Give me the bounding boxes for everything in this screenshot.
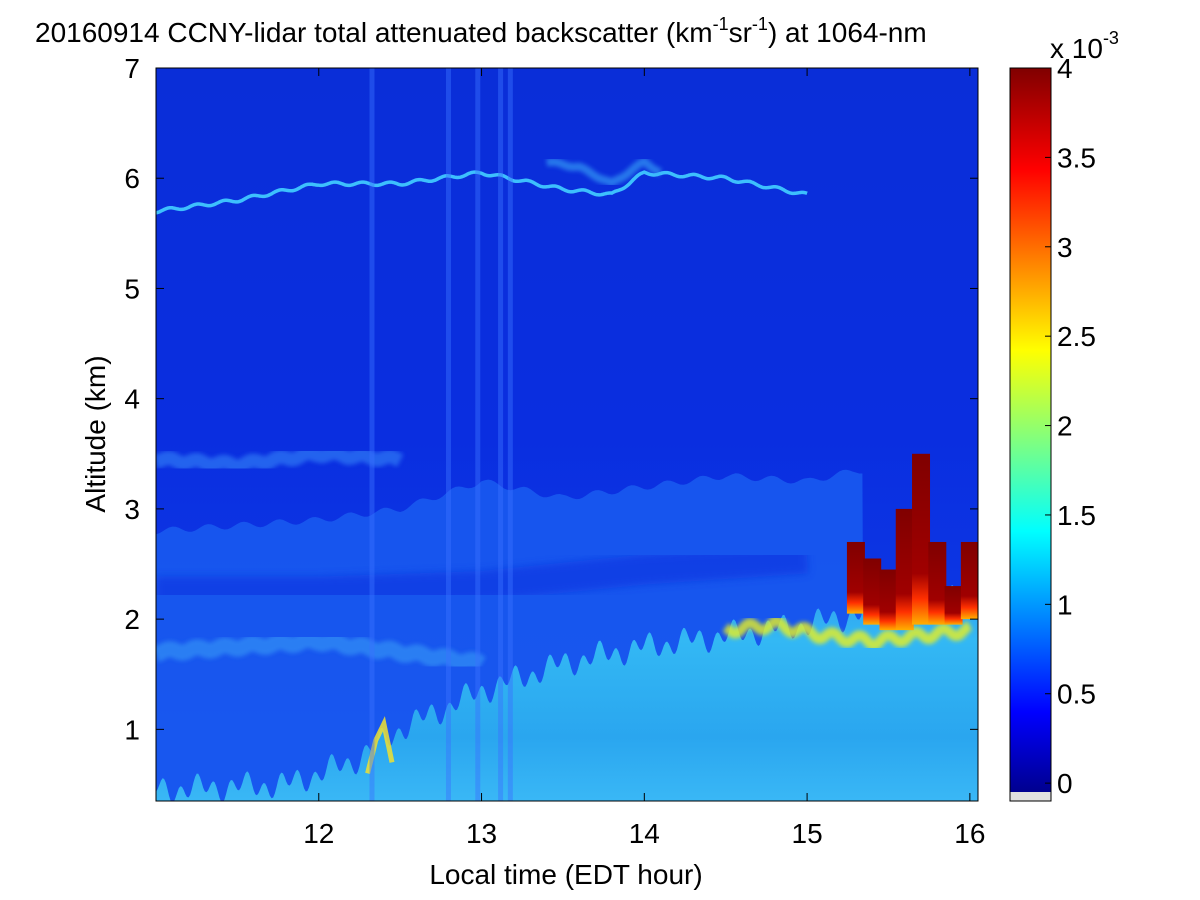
y-tick-label: 6 (124, 163, 140, 194)
title-sup-a: -1 (713, 14, 729, 34)
colorbar-scale (1010, 68, 1051, 792)
x-tick-label: 13 (466, 818, 497, 849)
thermal-plume (365, 716, 395, 774)
plot-frame (155, 67, 979, 802)
y-tick-label: 7 (124, 53, 140, 84)
colorbar-multiplier: x 10-3 (1050, 28, 1119, 64)
colorbar-tick-label: 4 (1057, 53, 1073, 84)
colorbar-tick-label: 0 (1057, 768, 1073, 799)
vertical-stripe (475, 68, 481, 801)
colorbar: 0 0.5 1 1.5 2 2.5 3 3.5 4 x 10-3 (1009, 28, 1119, 802)
pbl-top-enhanced (722, 615, 973, 651)
cloud-cell (960, 541, 978, 620)
colorbar-multiplier-base: x 10 (1050, 33, 1103, 64)
vertical-stripe (369, 68, 375, 801)
colorbar-tick-label: 2.5 (1057, 321, 1096, 352)
cloud-cell (846, 541, 865, 614)
colorbar-below-range (1010, 792, 1051, 801)
colorbar-multiplier-exp: -3 (1103, 28, 1119, 48)
title-sup-b: -1 (752, 14, 768, 34)
cloud-cell (879, 569, 898, 631)
residual-layer (156, 631, 486, 671)
title-date: 20160914 (35, 17, 160, 48)
y-tick-label: 3 (124, 494, 140, 525)
y-axis-ticks: 1 2 3 4 5 6 7 (124, 53, 978, 745)
x-tick-label: 12 (303, 818, 334, 849)
cirrus-layer (156, 170, 808, 215)
y-tick-label: 4 (124, 384, 140, 415)
x-axis-label: Local time (EDT hour) (429, 859, 702, 890)
heatmap-layers (156, 68, 978, 801)
chart-title: 20160914 CCNY-lidar total attenuated bac… (35, 14, 927, 48)
y-tick-label: 1 (124, 714, 140, 745)
cloud-cell (895, 508, 914, 631)
y-tick-label: 5 (124, 273, 140, 304)
cirrus-layer-upper (546, 156, 663, 188)
colorbar-tick-label: 3 (1057, 232, 1073, 263)
elevated-layer (156, 445, 404, 475)
y-axis-label: Altitude (km) (80, 355, 111, 512)
y-tick-label: 2 (124, 604, 140, 635)
heatmap (156, 68, 978, 801)
colorbar-tick-label: 3.5 (1057, 142, 1096, 173)
vertical-stripe (445, 68, 451, 801)
cloud-cell (944, 586, 963, 625)
vertical-stripe (507, 68, 513, 801)
x-tick-label: 16 (954, 818, 985, 849)
x-axis-ticks: 12 13 14 15 16 (303, 68, 985, 849)
colorbar-tick-label: 1 (1057, 589, 1073, 620)
x-tick-label: 14 (629, 818, 660, 849)
boundary-layer (156, 585, 978, 801)
clear-gap-band (156, 543, 809, 607)
cloud-cell (912, 453, 931, 625)
colorbar-tick-label: 2 (1057, 411, 1073, 442)
cloud-cell (928, 541, 947, 625)
x-tick-label: 15 (792, 818, 823, 849)
cloud-cell (863, 558, 882, 625)
title-text-b: sr (729, 17, 752, 48)
title-text-c: ) at 1064-nm (768, 17, 927, 48)
vertical-stripe (498, 68, 504, 801)
colorbar-ticks: 0 0.5 1 1.5 2 2.5 3 3.5 4 (1045, 53, 1096, 799)
colorbar-tick-label: 1.5 (1057, 500, 1096, 531)
colorbar-frame (1009, 67, 1052, 802)
colorbar-tick-label: 0.5 (1057, 679, 1096, 710)
title-text-a: CCNY-lidar total attenuated backscatter … (167, 17, 712, 48)
